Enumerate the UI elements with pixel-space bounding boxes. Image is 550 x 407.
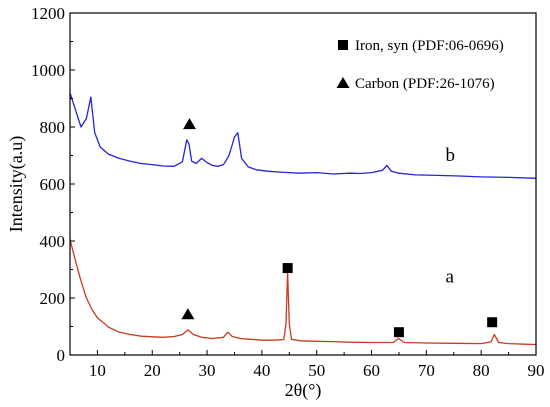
legend-marker-triangle <box>336 77 350 88</box>
peak-marker-group <box>181 118 498 338</box>
legend-label: Iron, syn (PDF:06-0696) <box>355 38 504 54</box>
x-tick-label: 90 <box>528 361 545 380</box>
plot-frame <box>69 12 537 356</box>
curve-label-group: ba <box>446 145 456 287</box>
peak-marker-square <box>282 263 293 274</box>
legend: Iron, syn (PDF:06-0696) Carbon (PDF:26-10… <box>336 38 504 92</box>
peak-marker-triangle <box>183 118 197 130</box>
series-line-b <box>69 92 537 179</box>
y-tick-label: 800 <box>40 118 66 137</box>
x-tick-label: 20 <box>144 361 161 380</box>
x-tick-label: 60 <box>363 361 380 380</box>
y-tick-label: 1000 <box>31 61 65 80</box>
y-tick-label: 1200 <box>31 4 65 23</box>
x-tick-label: 40 <box>253 361 270 380</box>
y-tick-label: 200 <box>40 289 66 308</box>
tick-group: 10 20 30 40 50 60 70 80 90 0 200 400 600 800 1000 1200 <box>31 4 545 380</box>
y-tick-label: 600 <box>40 175 66 194</box>
peak-marker-triangle <box>181 308 195 320</box>
y-tick-label: 0 <box>57 346 66 365</box>
series-line-a <box>69 239 537 346</box>
series-group <box>69 92 537 346</box>
x-tick-label: 30 <box>199 361 216 380</box>
legend-label: Carbon (PDF:26-1076) <box>355 76 495 92</box>
curve-label-b: b <box>446 145 456 166</box>
x-tick-label: 80 <box>473 361 490 380</box>
x-tick-label: 50 <box>308 361 325 380</box>
y-tick-label: 400 <box>40 232 66 251</box>
x-axis-label: 2θ(°) <box>285 380 322 401</box>
peak-marker-square <box>393 327 404 338</box>
x-tick-label: 70 <box>418 361 435 380</box>
y-axis-label: Intensity(a.u) <box>6 136 27 232</box>
x-tick-label: 10 <box>89 361 106 380</box>
peak-marker-square <box>487 317 498 328</box>
curve-label-a: a <box>446 266 455 287</box>
legend-marker-square <box>338 40 348 50</box>
